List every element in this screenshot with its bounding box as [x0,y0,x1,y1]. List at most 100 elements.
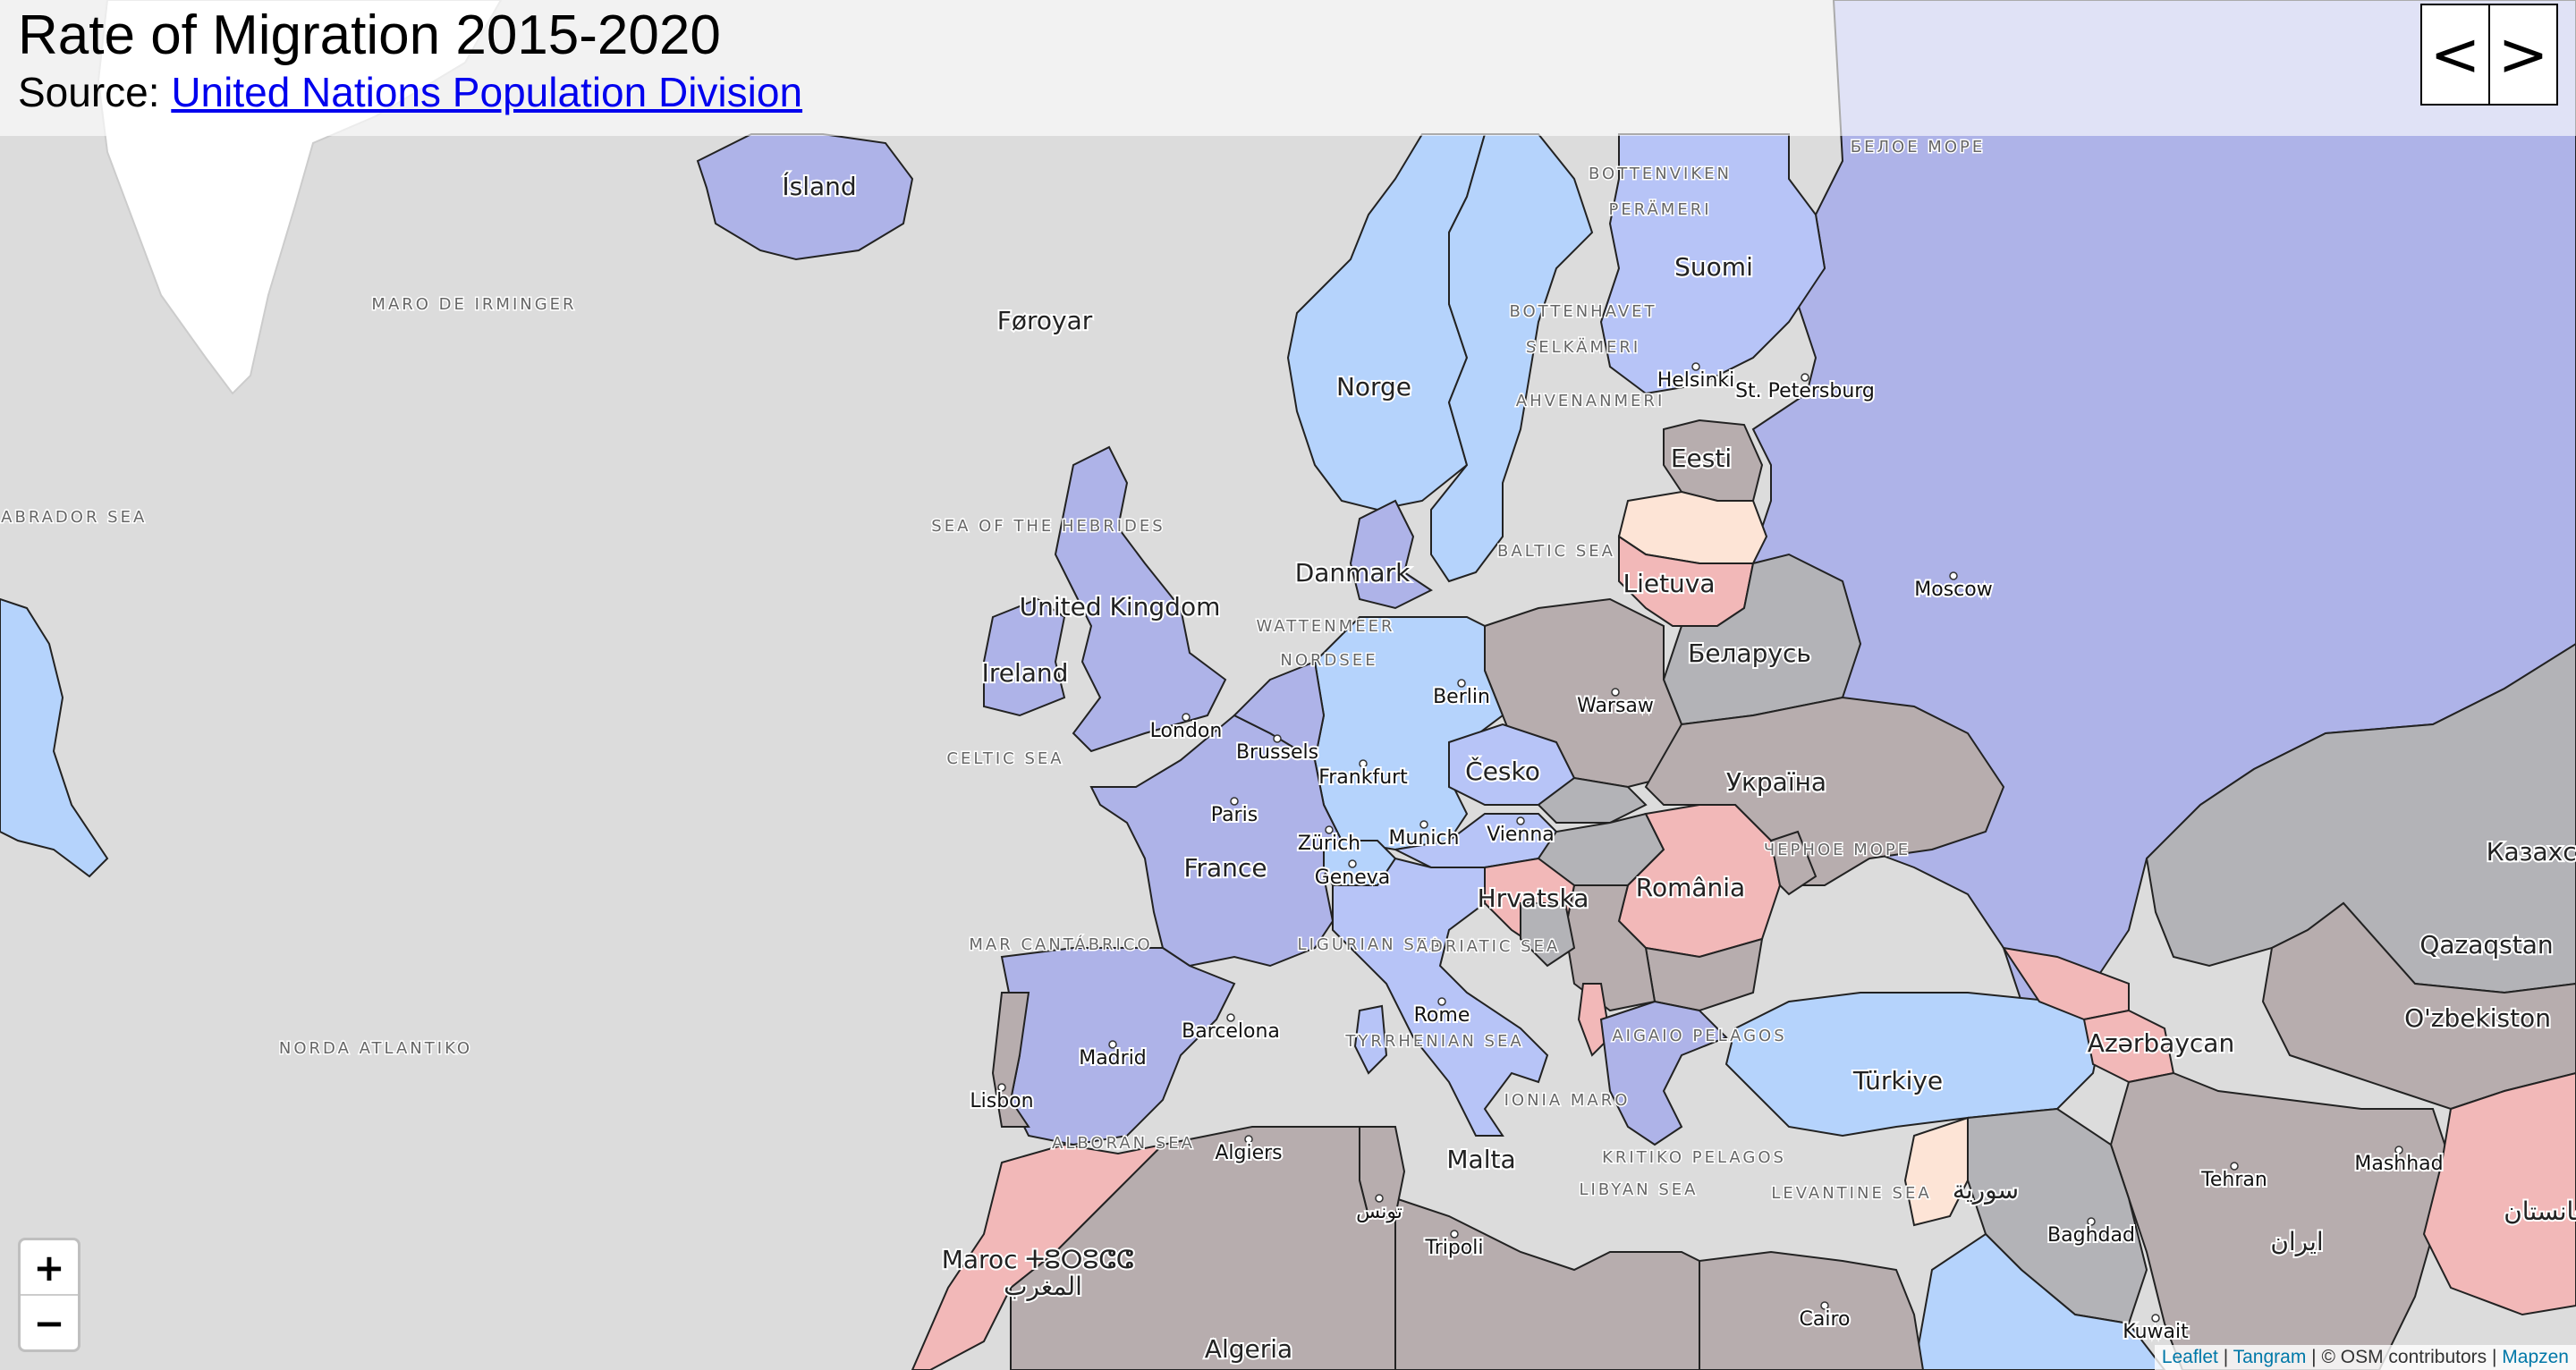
sea-label: AHVENANMERI [1516,392,1665,410]
egypt-shape [1699,1250,1925,1370]
afghanistan-shape [2422,1071,2576,1316]
country-label: O'zbekiston [2404,1003,2551,1033]
city-label: Helsinki [1657,369,1735,392]
slovakia-shape [1537,776,1648,824]
city-label: Zürich [1298,833,1360,855]
page-title: Rate of Migration 2015-2020 [18,4,721,66]
city-dot [997,1083,1006,1092]
country-label: Føroyar [997,306,1093,335]
uk-shape [1054,445,1227,753]
city-dot [1457,679,1466,688]
city-label: Lisbon [970,1090,1033,1112]
sea-label: ALBORAN SEA [1052,1134,1195,1153]
iran-shape [2109,1071,2453,1370]
city-dot [1949,571,1958,580]
city-label: Vienna [1487,824,1555,846]
map-attribution: Leaflet | Tangram | © OSM contributors |… [2154,1345,2576,1370]
sea-label: LIGURIAN SEA [1298,935,1444,954]
city-dot [2230,1162,2239,1171]
zoom-in-button[interactable]: + [33,1245,65,1290]
sea-labels: MARO DE IRMINGER LABRADOR SEA NORDA ATLANT… [0,137,1984,1205]
country-label: Беларусь [1688,638,1811,668]
map-header: Rate of Migration 2015-2020 Source: Unit… [0,0,2576,136]
city-dot [1516,816,1525,825]
finland-shape [1599,133,1826,395]
source-prefix: Source: [18,69,172,115]
next-button[interactable]: > [2488,4,2558,106]
albania-shape [1577,983,1612,1057]
country-label: ایران [2270,1227,2323,1256]
canada-shape [0,597,109,878]
zoom-out-button[interactable]: − [21,1294,78,1349]
city-dot [1108,1040,1117,1049]
city-dot [1226,1013,1235,1022]
bosnia-shape [1520,902,1576,968]
sea-label: NORDSEE [1280,651,1377,670]
city-dot [1273,734,1282,743]
city-label: Madrid [1079,1047,1147,1070]
city-label: Frankfurt [1318,766,1408,789]
city-label: Geneva [1315,867,1391,889]
ireland-shape [983,597,1066,717]
city-dot [2151,1314,2160,1323]
sea-label: LIBYAN SEA [1580,1180,1699,1199]
source-line: Source: United Nations Population Divisi… [18,68,802,116]
country-label: Казахстан [2487,837,2576,867]
sea-label: LEVANTINE SEA [1771,1184,1931,1203]
mapzen-link[interactable]: Mapzen [2502,1347,2569,1367]
country-labels: Ísland Føroyar Norge Suomi Eesti Lietuva Danma… [780,169,2576,1366]
city-label: Kuwait [2123,1321,2189,1343]
city-dot [1325,825,1334,834]
city-dot [1348,859,1357,868]
city-label: Paris [1211,804,1258,826]
sea-label: ADRIATIC SEA [1417,937,1561,956]
italy-shape [1332,857,1549,1137]
saudi-shape [1912,1232,2166,1370]
city-label: Brussels [1236,741,1318,764]
year-navigation: < > [2420,4,2558,106]
city-label: تونس [1356,1201,1402,1223]
city-label: Cairo [1800,1308,1851,1331]
greece-shape [1599,1000,1728,1146]
city-dot [1419,820,1428,829]
sea-label: BOTTENVIKEN [1589,165,1732,183]
country-label: المغرب [1004,1272,1082,1301]
source-link[interactable]: United Nations Population Division [171,69,803,115]
morocco-shape [911,1143,1166,1370]
prev-button[interactable]: < [2420,4,2490,106]
country-label: Türkiye [1852,1066,1943,1095]
city-dot [2394,1146,2403,1154]
sea-label: PERÄMERI [1608,200,1711,219]
country-label: România [1636,873,1745,902]
city-dot [1230,797,1239,806]
country-label: Azərbaycan [2088,1028,2234,1058]
country-label: Suomi [1674,252,1753,282]
sea-label: MAR CANTÁBRICO [969,934,1152,954]
country-label: Ísland [782,171,856,201]
libya-shape [1394,1197,1700,1370]
country-label: Ireland [982,658,1069,688]
sea-label: KRITIKO PELAGOS [1602,1148,1786,1167]
country-label: Danmark [1295,558,1411,588]
city-label: St. Petersburg [1735,380,1875,402]
country-label: سورية [1953,1175,2019,1205]
country-label: Lietuva [1623,569,1715,598]
city-label: Barcelona [1182,1020,1280,1043]
zoom-control: + − [18,1238,80,1352]
country-label: Qazaqstan [2419,930,2553,960]
city-dot [1244,1135,1253,1144]
city-label: Tehran [2200,1169,2267,1191]
country-label: Україна [1726,767,1826,797]
city-dot [1611,688,1620,697]
country-label: Eesti [1671,444,1732,473]
city-dot [1375,1194,1384,1203]
city-dot [1820,1301,1829,1310]
country-label: Algeria [1205,1334,1292,1364]
sea-label: TYRRHENIAN SEA [1344,1032,1523,1051]
sea-label: BOTTENHAVET [1509,302,1657,321]
tangram-link[interactable]: Tangram [2233,1347,2307,1367]
leaflet-link[interactable]: Leaflet [2161,1347,2218,1367]
city-label: Mashhad [2354,1153,2443,1175]
